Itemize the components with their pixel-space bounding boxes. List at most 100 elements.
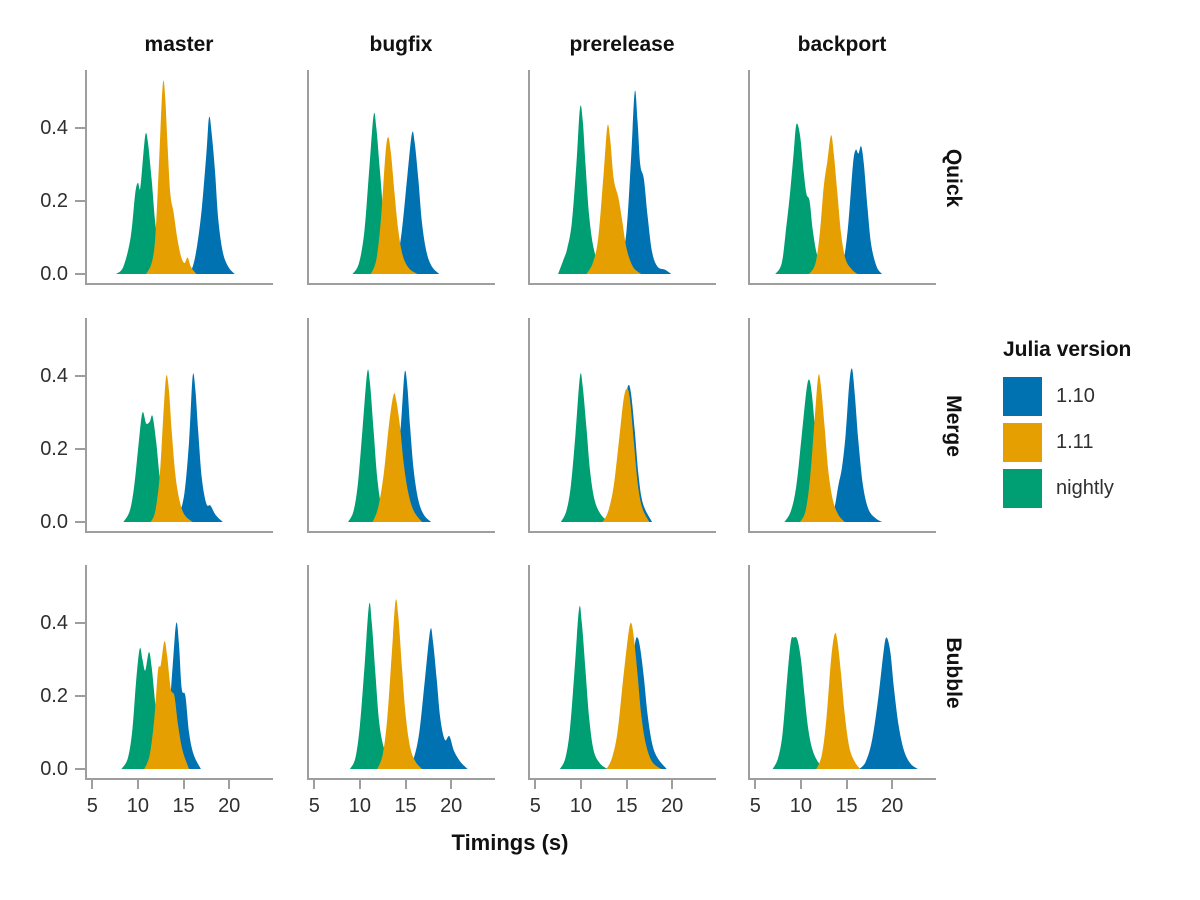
x-tick-label: 20 bbox=[218, 795, 241, 817]
facet-plot bbox=[528, 70, 716, 285]
x-tick bbox=[136, 780, 139, 789]
x-tick bbox=[891, 780, 894, 789]
x-axis-spine bbox=[85, 778, 273, 780]
legend-entry: 1.11 bbox=[1003, 423, 1131, 462]
y-tick-label: 0.2 bbox=[40, 438, 68, 460]
density-nightly bbox=[123, 412, 178, 522]
y-tick bbox=[75, 521, 85, 523]
x-axis-spine bbox=[528, 283, 716, 285]
x-tick bbox=[845, 780, 848, 789]
legend-title: Julia version bbox=[1003, 338, 1132, 361]
x-axis-spine bbox=[307, 283, 495, 285]
x-tick-label: 10 bbox=[789, 795, 813, 817]
x-axis-spine bbox=[307, 778, 495, 780]
x-tick-label: 5 bbox=[86, 795, 98, 817]
density-1.10 bbox=[615, 90, 672, 274]
y-tick-label: 0.0 bbox=[40, 758, 68, 780]
x-tick-label: 15 bbox=[615, 795, 638, 817]
facet-panel-prerelease-merge bbox=[528, 318, 716, 533]
x-tick-label: 20 bbox=[440, 795, 463, 817]
y-axis-spine bbox=[85, 318, 87, 533]
density-1.10 bbox=[407, 628, 468, 769]
facet-plot bbox=[85, 70, 273, 285]
legend-entry: 1.10 bbox=[1003, 377, 1131, 416]
density-1.11 bbox=[377, 599, 422, 769]
facet-panel-master-quick bbox=[85, 70, 273, 285]
y-axis-spine bbox=[748, 565, 750, 780]
facet-plot bbox=[748, 565, 936, 780]
y-tick-label: 0.2 bbox=[40, 190, 68, 212]
density-1.10 bbox=[859, 637, 918, 769]
y-axis-spine bbox=[307, 318, 309, 533]
legend-swatch-1.11 bbox=[1003, 423, 1042, 462]
x-tick bbox=[579, 780, 582, 789]
density-1.11 bbox=[150, 375, 193, 522]
density-nightly bbox=[784, 379, 839, 522]
density-nightly bbox=[348, 369, 397, 522]
y-tick bbox=[75, 622, 85, 624]
col-title-master: master bbox=[144, 33, 214, 56]
x-tick bbox=[625, 780, 628, 789]
x-axis-spine bbox=[85, 283, 273, 285]
x-tick bbox=[671, 780, 674, 789]
density-1.11 bbox=[146, 80, 197, 274]
density-nightly bbox=[559, 605, 608, 769]
legend-label-nightly: nightly bbox=[1056, 477, 1114, 499]
x-axis-spine bbox=[748, 283, 936, 285]
x-tick-label: 10 bbox=[126, 795, 150, 817]
x-tick bbox=[313, 780, 316, 789]
row-label-merge: Merge bbox=[942, 394, 965, 457]
y-axis-spine bbox=[528, 318, 530, 533]
facet-plot bbox=[748, 318, 936, 533]
legend: Julia version 1.10 1.11 nightly bbox=[1003, 338, 1131, 515]
x-tick-label: 10 bbox=[348, 795, 372, 817]
y-tick bbox=[75, 273, 85, 275]
row-label-bubble: Bubble bbox=[942, 636, 965, 709]
density-1.11 bbox=[606, 622, 662, 769]
x-tick-label: 20 bbox=[881, 795, 904, 817]
x-axis-spine bbox=[528, 531, 716, 533]
x-axis-spine bbox=[85, 531, 273, 533]
x-axis-label: Timings (s) bbox=[451, 830, 569, 855]
legend-swatch-1.10 bbox=[1003, 377, 1042, 416]
facet-panel-master-merge bbox=[85, 318, 273, 533]
y-axis-spine bbox=[85, 70, 87, 285]
density-1.11 bbox=[144, 641, 190, 769]
facet-plot bbox=[528, 318, 716, 533]
density-nightly bbox=[558, 105, 609, 274]
x-tick-label: 5 bbox=[529, 795, 541, 817]
x-axis-spine bbox=[528, 778, 716, 780]
density-1.11 bbox=[800, 374, 845, 522]
density-1.11 bbox=[586, 124, 642, 274]
y-tick-label: 0.4 bbox=[40, 365, 68, 387]
density-nightly bbox=[116, 132, 182, 274]
col-title-bugfix: bugfix bbox=[369, 33, 433, 56]
legend-label-1.11: 1.11 bbox=[1056, 431, 1094, 453]
density-nightly bbox=[772, 637, 827, 769]
row-label-quick: Quick bbox=[942, 148, 965, 207]
col-title-backport: backport bbox=[797, 33, 887, 56]
facet-plot bbox=[307, 565, 495, 780]
x-tick bbox=[534, 780, 537, 789]
legend-entry: nightly bbox=[1003, 469, 1131, 508]
y-tick-label: 0.4 bbox=[40, 612, 68, 634]
facet-plot bbox=[85, 565, 273, 780]
facet-panel-backport-merge bbox=[748, 318, 936, 533]
y-tick bbox=[75, 448, 85, 450]
facet-panel-backport-quick bbox=[748, 70, 936, 285]
y-tick bbox=[75, 127, 85, 129]
facet-plot bbox=[85, 318, 273, 533]
x-tick-label: 5 bbox=[749, 795, 761, 817]
density-1.10 bbox=[828, 368, 883, 522]
density-1.11 bbox=[602, 388, 650, 522]
x-tick bbox=[228, 780, 231, 789]
facet-panel-prerelease-bubble bbox=[528, 565, 716, 780]
facet-panel-bugfix-merge bbox=[307, 318, 495, 533]
x-tick bbox=[754, 780, 757, 789]
x-tick-label: 10 bbox=[569, 795, 593, 817]
x-tick bbox=[91, 780, 94, 789]
density-1.10 bbox=[390, 131, 440, 274]
y-tick bbox=[75, 768, 85, 770]
x-axis-spine bbox=[748, 531, 936, 533]
density-1.11 bbox=[816, 632, 861, 769]
